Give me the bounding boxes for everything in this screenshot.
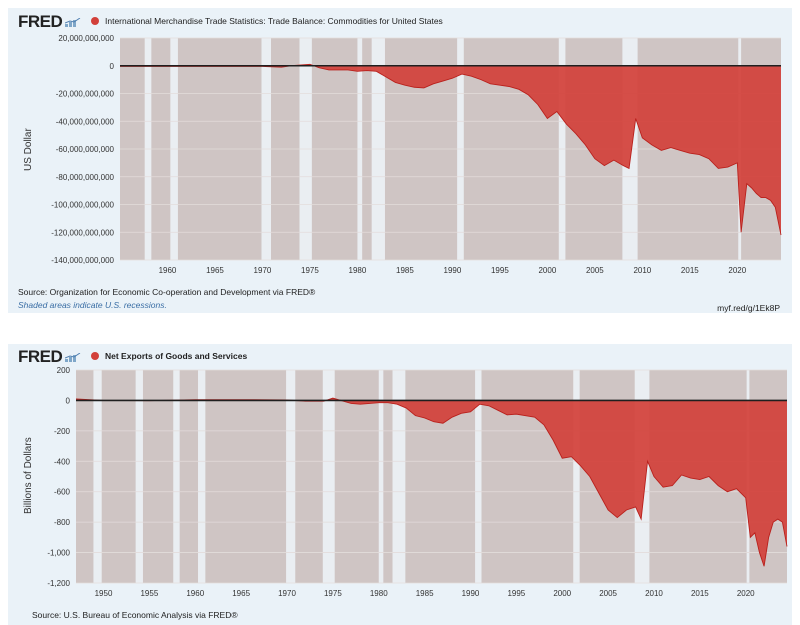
y-tick-label: 0	[110, 62, 115, 71]
recession-band	[93, 370, 102, 583]
x-tick-label: 2010	[633, 266, 651, 275]
y-tick-label: 200	[57, 366, 71, 375]
legend-label: International Merchandise Trade Statisti…	[105, 16, 443, 26]
x-tick-label: 2010	[645, 589, 663, 598]
fred-logo[interactable]: FRED	[18, 347, 81, 367]
x-tick-label: 1970	[278, 589, 296, 598]
x-tick-label: 1975	[301, 266, 319, 275]
y-tick-label: -1,000	[47, 549, 70, 558]
x-tick-label: 2015	[681, 266, 699, 275]
x-tick-label: 1965	[206, 266, 224, 275]
fred-logo-text: FRED	[18, 347, 63, 366]
y-tick-label: 20,000,000,000	[58, 34, 114, 43]
y-tick-label: 0	[66, 396, 71, 405]
series-line	[75, 397, 788, 567]
x-tick-label: 2020	[737, 589, 755, 598]
shortlink[interactable]: myf.red/g/1Ek8P	[717, 303, 780, 313]
y-tick-label: -600	[54, 488, 71, 497]
x-tick-label: 1950	[95, 589, 113, 598]
y-tick-label: -200	[54, 427, 71, 436]
x-tick-label: 1990	[444, 266, 462, 275]
legend-dot-icon	[91, 17, 99, 25]
x-tick-label: 2015	[691, 589, 709, 598]
y-tick-label: -80,000,000,000	[56, 173, 115, 182]
recession-band	[135, 370, 143, 583]
chart-panel-net-exports: FRED Net Exports of Goods and Services B…	[8, 344, 792, 625]
recession-band	[322, 370, 335, 583]
legend-dot-icon	[91, 352, 99, 360]
recession-band	[392, 370, 406, 583]
x-tick-label: 1980	[349, 266, 367, 275]
x-tick-label: 2000	[538, 266, 556, 275]
x-tick-label: 1995	[507, 589, 525, 598]
y-tick-label: -400	[54, 457, 71, 466]
recession-band	[286, 370, 296, 583]
x-tick-label: 1965	[232, 589, 250, 598]
x-tick-label: 1960	[159, 266, 177, 275]
y-tick-label: -1,200	[47, 579, 70, 588]
x-tick-label: 1995	[491, 266, 509, 275]
recession-band	[475, 370, 482, 583]
chart-panel-trade-balance: FRED International Merchandise Trade Sta…	[8, 8, 792, 313]
recession-band	[173, 370, 180, 583]
legend-label: Net Exports of Goods and Services	[105, 351, 248, 361]
x-tick-label: 1955	[140, 589, 158, 598]
fred-logo[interactable]: FRED	[18, 12, 81, 32]
x-tick-label: 2005	[599, 589, 617, 598]
recession-note: Shaded areas indicate U.S. recessions.	[18, 300, 167, 310]
x-tick-label: 1985	[396, 266, 414, 275]
x-tick-label: 1970	[254, 266, 272, 275]
x-tick-label: 2005	[586, 266, 604, 275]
recession-band	[573, 370, 580, 583]
x-tick-label: 1960	[186, 589, 204, 598]
fred-chart-mark-icon	[65, 18, 81, 28]
trade-balance-chart: 20,000,000,000 0 -20,000,000,000 -40,000,00…	[51, 34, 782, 275]
x-tick-label: 1990	[462, 589, 480, 598]
x-tick-label: 1985	[416, 589, 434, 598]
x-tick-label: 1980	[370, 589, 388, 598]
y-tick-label: -40,000,000,000	[56, 117, 115, 126]
source-text: Source: U.S. Bureau of Economic Analysis…	[32, 610, 238, 620]
y-tick-label: -100,000,000,000	[51, 201, 114, 210]
source-text: Source: Organization for Economic Co-ope…	[18, 287, 316, 297]
y-tick-label: -120,000,000,000	[51, 228, 114, 237]
y-tick-label: -800	[54, 518, 71, 527]
fred-chart-mark-icon	[65, 353, 81, 363]
series-area	[76, 398, 787, 567]
y-tick-label: -20,000,000,000	[56, 90, 115, 99]
series-area	[120, 64, 781, 236]
x-tick-label: 2020	[728, 266, 746, 275]
x-tick-label: 1975	[324, 589, 342, 598]
fred-logo-text: FRED	[18, 12, 63, 31]
recession-band	[378, 370, 384, 583]
series-line	[120, 63, 782, 236]
y-tick-label: -60,000,000,000	[56, 145, 115, 154]
y-tick-label: -140,000,000,000	[51, 256, 114, 265]
x-tick-label: 2000	[553, 589, 571, 598]
recession-band	[198, 370, 206, 583]
